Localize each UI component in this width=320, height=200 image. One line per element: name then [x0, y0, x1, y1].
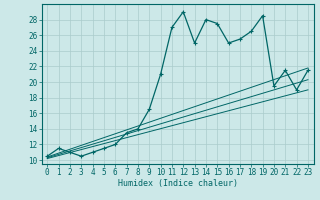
X-axis label: Humidex (Indice chaleur): Humidex (Indice chaleur): [118, 179, 237, 188]
